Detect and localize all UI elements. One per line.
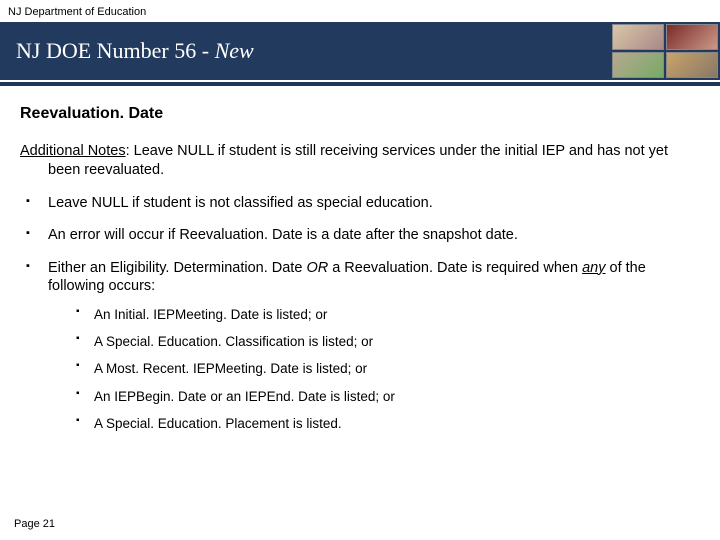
photo-thumbnail xyxy=(612,52,664,78)
page-title: NJ DOE Number 56 - New xyxy=(16,38,254,64)
photo-grid xyxy=(612,22,720,80)
title-left: NJ DOE Number 56 - New xyxy=(0,22,612,80)
sub-bullet-item: An Initial. IEPMeeting. Date is listed; … xyxy=(72,306,700,323)
bullet-item: An error will occur if Reevaluation. Dat… xyxy=(20,226,700,245)
section-heading: Reevaluation. Date xyxy=(20,104,700,124)
title-band: NJ DOE Number 56 - New xyxy=(0,22,720,80)
bullet-text: An error will occur if Reevaluation. Dat… xyxy=(48,227,518,243)
title-prefix: NJ DOE Number 56 - xyxy=(16,38,215,63)
photo-thumbnail xyxy=(666,24,718,50)
photo-thumbnail xyxy=(666,52,718,78)
sub-bullet-item: A Special. Education. Classification is … xyxy=(72,333,700,350)
t: any xyxy=(582,260,605,276)
additional-notes: Additional Notes: Leave NULL if student … xyxy=(20,142,700,179)
photo-thumbnail xyxy=(612,24,664,50)
t: OR xyxy=(306,260,328,276)
sub-bullet-item: A Most. Recent. IEPMeeting. Date is list… xyxy=(72,360,700,377)
title-suffix: New xyxy=(215,38,254,63)
dept-label: NJ Department of Education xyxy=(0,0,720,22)
sub-bullets: An Initial. IEPMeeting. Date is listed; … xyxy=(48,306,700,432)
content-area: Reevaluation. Date Additional Notes: Lea… xyxy=(0,86,720,432)
t: Either an Eligibility. Determination. Da… xyxy=(48,260,306,276)
bullet-text: Leave NULL if student is not classified … xyxy=(48,195,433,211)
sub-bullet-item: An IEPBegin. Date or an IEPEnd. Date is … xyxy=(72,388,700,405)
bullet-text: Either an Eligibility. Determination. Da… xyxy=(48,260,646,295)
notes-lead: Additional Notes xyxy=(20,143,126,159)
sub-bullet-item: A Special. Education. Placement is liste… xyxy=(72,415,700,432)
notes-text: : Leave NULL if student is still receivi… xyxy=(48,143,668,178)
page-number: Page 21 xyxy=(14,518,55,530)
bullet-item: Either an Eligibility. Determination. Da… xyxy=(20,259,700,432)
bullet-item: Leave NULL if student is not classified … xyxy=(20,194,700,213)
t: a Reevaluation. Date is required when xyxy=(328,260,582,276)
main-bullets: Leave NULL if student is not classified … xyxy=(20,194,700,433)
